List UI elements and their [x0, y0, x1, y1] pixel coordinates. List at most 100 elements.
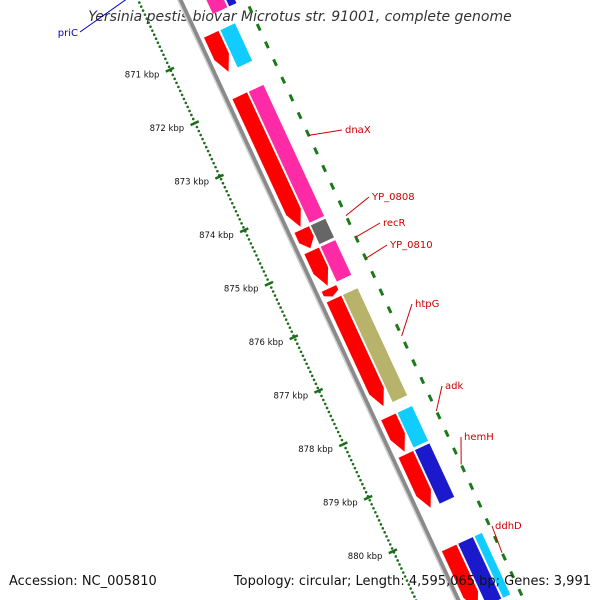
ruler-dot: [383, 531, 386, 534]
ruler-dot: [355, 470, 359, 474]
gene-label-htpG: htpG: [415, 299, 439, 310]
feature-cog-3: [248, 84, 325, 223]
ruler-dot: [281, 310, 284, 313]
ruler-dot: [173, 77, 176, 81]
ruler-dot: [201, 137, 204, 141]
gene-label-line-adk: [435, 385, 443, 412]
ruler-dot: [359, 478, 362, 482]
gene-label-line-priC: [79, 0, 127, 33]
feature-cog-12: [397, 406, 429, 448]
ruler-dot: [346, 450, 349, 454]
ruler-dot: [269, 286, 273, 289]
ruler-tick-label: 879 kbp: [323, 499, 358, 509]
backbone-shadow: [176, 0, 457, 600]
ruler-dot: [374, 510, 377, 514]
ruler-dot: [398, 563, 401, 566]
ruler-dot: [154, 37, 158, 41]
gene-label-priC: priC: [58, 28, 78, 39]
ruler-dot: [260, 266, 264, 269]
ruler-dot: [151, 29, 154, 32]
accession-text: Accession: NC_005810: [9, 574, 157, 589]
feature-cog-1: [220, 23, 253, 68]
feature-cds-15: [441, 544, 478, 600]
gc-skew-dash-outer: [468, 482, 475, 491]
ruler-tick: [289, 334, 299, 341]
ruler-dot: [277, 302, 281, 305]
feature-cog-14: [414, 443, 455, 504]
ruler-dot: [188, 109, 191, 113]
ruler-dot: [322, 398, 325, 402]
ruler-dot: [240, 222, 243, 225]
ruler-dot: [229, 197, 232, 201]
feature-cds-8: [321, 285, 339, 297]
ruler-dot: [251, 246, 255, 249]
ruler-dot: [320, 394, 323, 398]
ruler-dot: [138, 1, 141, 4]
ruler-dot: [357, 474, 360, 478]
ruler-dot: [294, 338, 297, 342]
ruler-dot: [377, 519, 381, 522]
ruler-tick-label: 875 kbp: [224, 285, 259, 295]
ruler-dot: [284, 318, 288, 321]
ruler-dot: [210, 157, 214, 161]
gc-skew-dash-outer: [460, 464, 466, 473]
ruler-dot: [381, 527, 385, 530]
ruler-dot: [249, 242, 253, 245]
ruler-dot: [338, 434, 342, 438]
gc-skew-dash-outer: [247, 5, 254, 14]
ruler-dot: [199, 133, 202, 137]
ruler-dot: [177, 85, 180, 89]
gc-skew-dash-outer: [476, 500, 483, 508]
gc-skew-dash-outer: [264, 41, 270, 49]
feature-cds-11: [381, 413, 405, 452]
ruler-dot: [273, 294, 277, 297]
ruler-dot: [333, 422, 336, 426]
ruler-dot: [167, 65, 171, 69]
ruler-dot: [191, 117, 195, 121]
ruler-dot: [401, 571, 405, 574]
feature-cog-10: [343, 288, 408, 402]
ruler-dot: [158, 45, 162, 49]
ruler-dot: [139, 5, 143, 8]
gene-label-line-YP_0810: [365, 244, 388, 259]
ruler-dot: [141, 9, 145, 12]
feature-cog-5: [310, 218, 334, 245]
ruler-tick-label: 873 kbp: [174, 178, 209, 188]
ruler-dot: [232, 205, 236, 209]
ruler-dot: [156, 41, 160, 45]
ruler-dot: [340, 438, 344, 442]
gc-skew-dash-outer: [394, 323, 401, 332]
ruler-dot: [335, 426, 338, 430]
ruler-dot: [214, 165, 217, 169]
feature-cog-18: [206, 0, 228, 14]
ruler-dot: [299, 350, 303, 354]
ruler-dot: [204, 145, 208, 149]
gc-skew-dash-outer: [337, 199, 344, 208]
ruler-dot: [238, 218, 241, 221]
gc-skew-dash-outer: [378, 288, 385, 296]
ruler-dot: [258, 262, 262, 265]
ruler-dot: [409, 587, 412, 590]
ruler-tick: [264, 280, 274, 287]
ruler-dot: [375, 515, 379, 518]
gene-label-line-dnaX: [308, 129, 343, 136]
ruler-dot: [290, 330, 294, 333]
ruler-dot: [262, 270, 266, 273]
ruler-dot: [310, 374, 314, 378]
gene-label-YP_0808: YP_0808: [371, 192, 415, 203]
ruler-dot: [197, 129, 201, 133]
ruler-dot: [348, 454, 351, 458]
ruler-dot: [236, 213, 240, 217]
ruler-dot: [305, 362, 308, 366]
ruler-dot: [405, 579, 409, 582]
feature-cds-2: [232, 92, 301, 227]
feature-cds-0: [204, 30, 229, 72]
ruler-dot: [325, 406, 329, 410]
gene-label-dnaX: dnaX: [345, 125, 371, 136]
gc-skew-dash-outer: [517, 588, 524, 597]
ruler-dot: [149, 25, 152, 28]
ruler-dot: [266, 278, 269, 281]
ruler-dot: [379, 523, 383, 526]
ruler-dot: [364, 490, 368, 494]
